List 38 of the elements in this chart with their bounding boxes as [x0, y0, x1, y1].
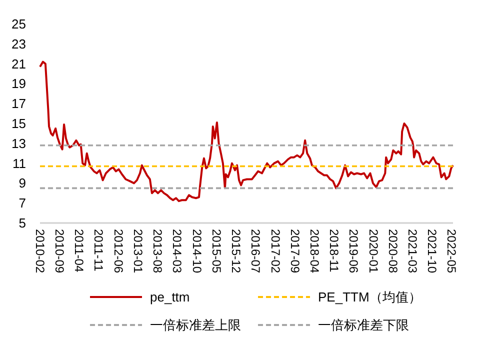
x-tick-label: 2022-05	[444, 229, 459, 274]
y-tick-label: 21	[12, 56, 26, 72]
x-tick-label: 2011-11	[92, 229, 106, 272]
x-tick-label: 2011-04	[72, 229, 86, 272]
x-tick-label: 2021-10	[425, 229, 440, 274]
x-tick-label: 2015-05	[209, 229, 224, 274]
y-tick-label: 9	[18, 176, 26, 191]
y-tick-label: 19	[12, 76, 26, 92]
x-tick-label: 2019-06	[346, 229, 361, 274]
y-tick-label: 11	[12, 156, 26, 171]
x-tick-label: 2015-12	[229, 229, 244, 274]
x-tick-label: 2013-08	[150, 229, 165, 274]
x-tick-label: 2018-04	[307, 229, 322, 274]
x-tick-label: 2010-09	[52, 229, 67, 274]
x-tick-label: 2013-01	[131, 229, 146, 274]
x-tick-label: 2020-01	[366, 229, 380, 274]
legend-label: 一倍标准差上限	[150, 318, 241, 332]
x-tick-label: 2010-02	[33, 229, 47, 274]
x-tick-label: 2016-07	[248, 229, 263, 274]
y-tick-label: 17	[12, 96, 26, 112]
y-tick-label: 25	[12, 16, 26, 32]
line-series	[39, 60, 454, 202]
legend-label: PE_TTM（均值）	[318, 290, 422, 304]
legend-label: pe_ttm	[150, 290, 190, 304]
legend-label: 一倍标准差下限	[318, 318, 409, 332]
y-tick-label: 13	[12, 136, 26, 151]
x-tick-label: 2017-09	[288, 229, 302, 274]
x-tick-label: 2012-06	[111, 229, 126, 274]
x-tick-label: 2014-10	[190, 229, 204, 274]
x-tick-label: 2021-03	[405, 229, 420, 274]
x-tick-label: 2020-08	[386, 229, 400, 274]
y-tick-label: 23	[12, 36, 26, 52]
x-tick-label: 2017-02	[268, 229, 282, 274]
y-tick-label: 5	[18, 216, 26, 230]
x-tick-label: 2014-03	[170, 229, 184, 274]
y-tick-label: 15	[12, 116, 26, 131]
x-tick-label: 2018-11	[327, 229, 342, 272]
y-tick-label: 7	[18, 196, 26, 211]
